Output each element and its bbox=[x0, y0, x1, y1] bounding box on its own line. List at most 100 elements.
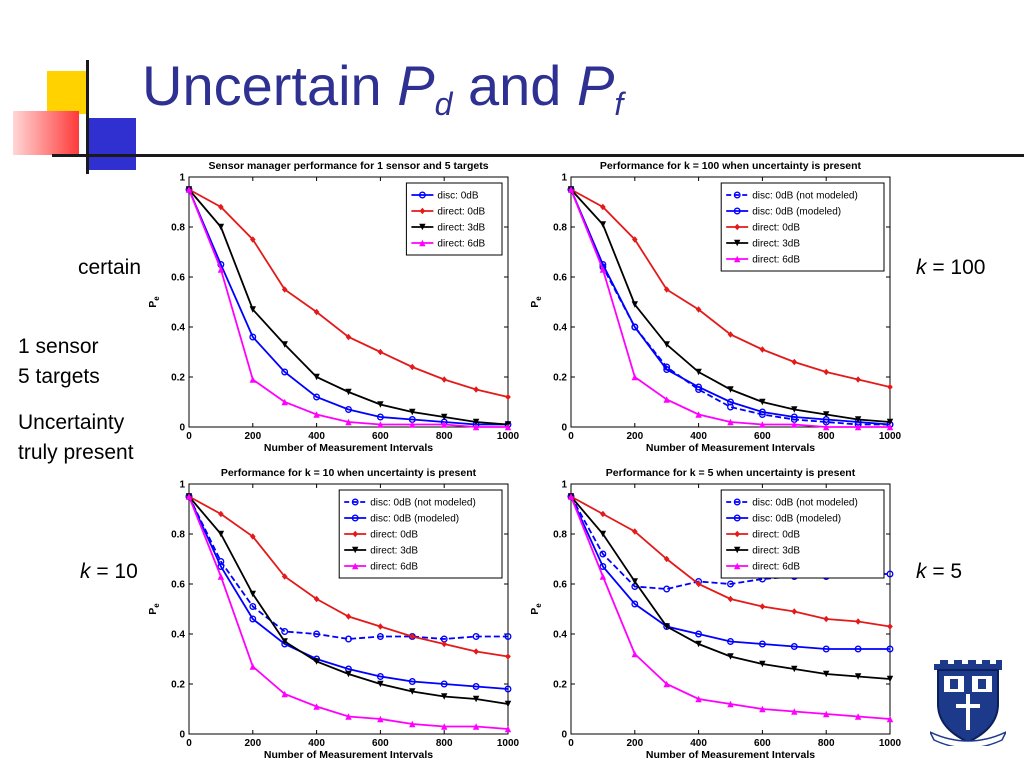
data-point bbox=[313, 658, 320, 665]
legend-marker bbox=[352, 546, 359, 554]
y-tick-label: 0.8 bbox=[553, 530, 567, 541]
data-point bbox=[504, 423, 512, 431]
y-axis-label: Pe bbox=[529, 296, 543, 308]
y-tick-label: 0.2 bbox=[553, 680, 567, 691]
data-point bbox=[377, 680, 384, 688]
y-tick-label: 0 bbox=[179, 730, 185, 741]
data-point bbox=[631, 578, 638, 585]
legend-box bbox=[720, 182, 885, 272]
series-3 bbox=[185, 186, 512, 431]
y-tick-label: 1 bbox=[179, 173, 185, 184]
series-line bbox=[188, 189, 508, 426]
data-point bbox=[313, 595, 320, 603]
data-point bbox=[823, 670, 830, 678]
data-point bbox=[823, 615, 829, 623]
slide-title: Uncertain Pd and Pf bbox=[142, 55, 623, 122]
data-point bbox=[281, 368, 289, 376]
legend-label: disc: 0dB (modeled) bbox=[370, 514, 459, 525]
data-point bbox=[472, 423, 480, 431]
series-3 bbox=[567, 186, 894, 426]
data-point bbox=[631, 650, 638, 658]
data-point bbox=[281, 341, 288, 348]
legend-label: direct: 0dB bbox=[437, 207, 485, 218]
title-p-f: P bbox=[576, 54, 615, 117]
data-point bbox=[567, 186, 575, 193]
data-point bbox=[663, 555, 670, 563]
y-tick-label: 1 bbox=[179, 480, 185, 491]
x-tick-label: 1000 bbox=[497, 431, 520, 442]
data-point bbox=[631, 373, 638, 381]
series-3 bbox=[185, 493, 512, 708]
legend-marker bbox=[734, 546, 741, 554]
legend-label: direct: 0dB bbox=[370, 530, 418, 541]
data-point bbox=[345, 406, 352, 413]
data-point bbox=[791, 608, 798, 615]
y-tick-label: 0 bbox=[561, 730, 567, 741]
data-point bbox=[218, 510, 224, 518]
data-point bbox=[854, 423, 862, 431]
legend-box bbox=[338, 489, 503, 579]
data-point bbox=[791, 421, 798, 428]
legend: disc: 0dB (not modeled) disc: 0dB (modele… bbox=[720, 182, 885, 272]
legend-label: direct: 6dB bbox=[752, 255, 800, 266]
data-point bbox=[473, 648, 479, 655]
data-point bbox=[345, 388, 352, 396]
chart-title: Performance for k = 10 when uncertainty … bbox=[221, 467, 477, 479]
accent-yellow-block bbox=[47, 71, 89, 114]
legend-marker bbox=[733, 498, 741, 506]
data-point bbox=[345, 613, 352, 620]
data-point bbox=[791, 708, 798, 715]
chart-k100: Performance for k = 100 when uncertainty… bbox=[529, 160, 902, 454]
x-tick-label: 200 bbox=[244, 738, 261, 749]
label-uncertainty-2: truly present bbox=[18, 441, 134, 464]
data-point bbox=[505, 393, 511, 401]
data-point bbox=[791, 358, 798, 366]
title-sub-f: f bbox=[614, 86, 624, 122]
series-line bbox=[570, 189, 891, 426]
chart-k5: Performance for k = 5 when uncertainty i… bbox=[529, 467, 902, 761]
data-point bbox=[440, 680, 448, 688]
y-tick-label: 0.2 bbox=[553, 373, 567, 384]
x-tick-label: 1000 bbox=[497, 738, 520, 749]
x-axis-label: Number of Measurement Intervals bbox=[646, 749, 815, 761]
label-k100: k = 100 bbox=[916, 256, 986, 279]
y-tick-label: 0.4 bbox=[553, 630, 567, 641]
series-0 bbox=[185, 186, 512, 428]
legend-marker bbox=[734, 239, 741, 247]
series-line bbox=[188, 496, 509, 690]
series-line bbox=[188, 496, 508, 640]
legend-marker bbox=[734, 223, 740, 231]
legend-label: direct: 6dB bbox=[437, 239, 485, 250]
data-point bbox=[663, 680, 670, 688]
data-point bbox=[504, 725, 512, 733]
title-underline bbox=[52, 154, 1024, 157]
data-point bbox=[217, 573, 225, 580]
label-uncertainty-1: Uncertainty bbox=[18, 411, 125, 434]
data-point bbox=[631, 600, 639, 608]
y-tick-label: 0.8 bbox=[171, 223, 185, 234]
x-tick-label: 0 bbox=[568, 431, 574, 442]
y-tick-label: 0.6 bbox=[553, 273, 567, 284]
legend-label: direct: 3dB bbox=[752, 239, 800, 250]
y-tick-label: 1 bbox=[561, 173, 567, 184]
university-shield-logo bbox=[930, 660, 1006, 746]
data-point bbox=[599, 550, 607, 558]
data-point bbox=[759, 421, 766, 428]
data-point bbox=[663, 396, 670, 403]
data-point bbox=[441, 640, 447, 648]
data-point bbox=[854, 416, 862, 423]
data-point bbox=[313, 373, 320, 381]
data-point bbox=[249, 615, 257, 623]
data-point bbox=[599, 221, 607, 228]
data-point bbox=[441, 413, 448, 421]
data-point bbox=[695, 630, 703, 638]
x-tick-label: 1000 bbox=[879, 738, 902, 749]
data-point bbox=[281, 628, 289, 635]
data-point bbox=[504, 685, 512, 693]
legend-label: direct: 3dB bbox=[752, 546, 800, 557]
legend-marker bbox=[733, 191, 741, 199]
data-point bbox=[886, 645, 894, 653]
data-point bbox=[727, 700, 734, 708]
data-point bbox=[854, 645, 862, 653]
data-point bbox=[886, 675, 894, 683]
